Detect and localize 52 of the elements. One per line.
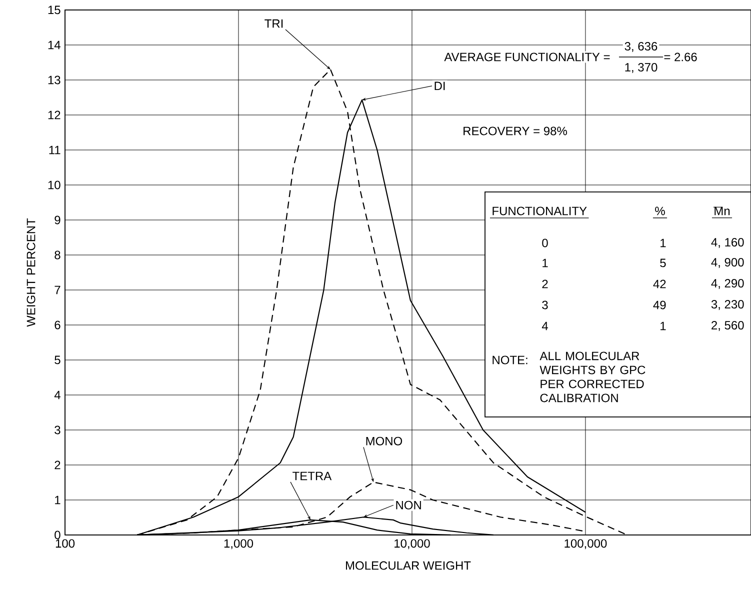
annotation: %	[655, 206, 665, 216]
annotation: 3, 636	[624, 42, 658, 52]
text: DI	[434, 82, 445, 90]
annotation: 2	[542, 280, 548, 288]
annotation: 4, 900	[711, 258, 744, 268]
y-tick-label: 4	[54, 390, 60, 400]
y-tick-label: 5	[54, 356, 60, 364]
annotation: = 2.66	[664, 52, 697, 62]
y-tick-label: 15	[48, 6, 60, 14]
text: MONO	[366, 436, 402, 446]
y-tick-label: 7	[54, 286, 60, 294]
annotation: Mn	[714, 206, 730, 216]
x-tick-label: 1,000	[224, 539, 254, 550]
annotation: NOTE:	[492, 356, 528, 364]
x-axis-title: MOLECULAR WEIGHT	[346, 561, 471, 570]
annotation: 3	[542, 300, 548, 310]
annotation: 4, 290	[711, 279, 744, 289]
text: TETRA	[292, 472, 332, 480]
text: TRI	[264, 19, 283, 28]
annotation: 49	[653, 300, 666, 310]
y-tick-label: 2	[54, 460, 60, 470]
y-tick-label: 11	[49, 146, 60, 154]
annotation: 1	[542, 258, 548, 268]
y-tick-label: 0	[54, 530, 60, 540]
annotation: 4, 160	[711, 238, 744, 248]
annotation: 1	[660, 238, 666, 248]
y-tick-label: 13	[48, 76, 60, 84]
annotation: 3, 230	[711, 300, 744, 310]
y-tick-label: 10	[48, 180, 60, 190]
x-tick-label: 100	[56, 539, 75, 548]
annotation: RECOVERY = 98%	[464, 126, 567, 136]
y-tick-label: 3	[54, 426, 60, 434]
annotation: 1	[660, 322, 666, 330]
y-tick-label: 1	[55, 496, 60, 504]
annotation: 4	[542, 322, 548, 330]
y-tick-label: 9	[54, 216, 60, 224]
y-tick-label: 14	[48, 40, 60, 50]
y-tick-label: 12	[48, 110, 60, 120]
legend-label: NON	[396, 500, 421, 510]
annotation: 1, 370	[625, 63, 658, 73]
annotation: ALL MOLECULAR WEIGHTS BY GPC PER CORRECTED CALIBRATION	[540, 352, 646, 402]
annotation: 5	[660, 258, 666, 268]
x-tick-label: 10,000	[394, 539, 430, 550]
y-tick-label: 6	[54, 320, 60, 330]
x-tick-label: 100,000	[564, 539, 607, 550]
y-tick-label: 8	[54, 250, 60, 260]
annotation: AVERAGE FUNCTIONALITY =	[444, 52, 610, 62]
annotation: FUNCTIONALITY	[492, 206, 587, 216]
y-axis-title: WEIGHT PERCENT	[26, 218, 36, 327]
annotation: 42	[653, 280, 666, 288]
annotation: 0	[542, 238, 548, 248]
annotation: 2, 560	[712, 321, 744, 331]
